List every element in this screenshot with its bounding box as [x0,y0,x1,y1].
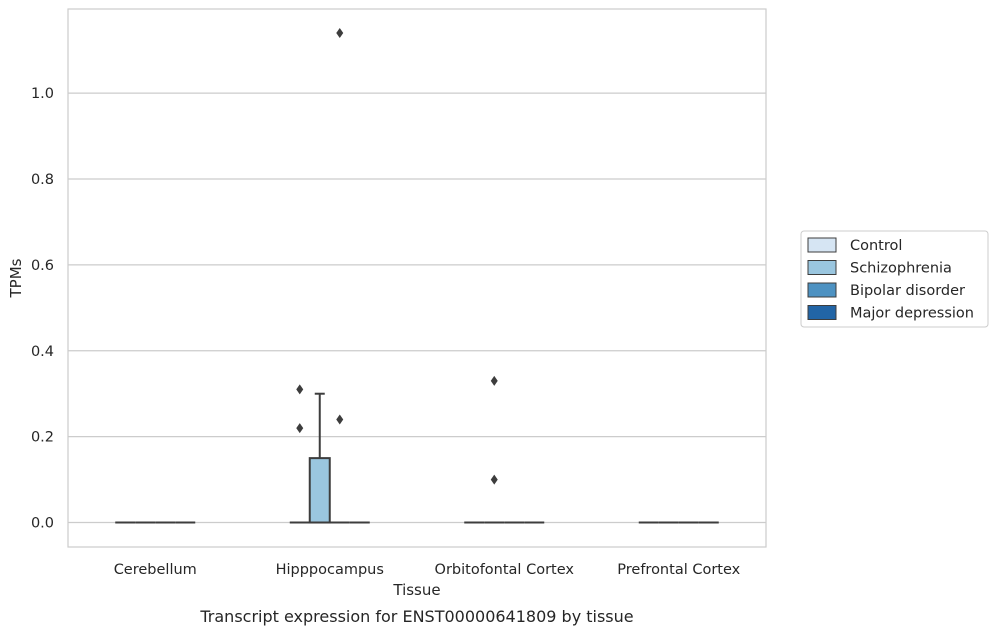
x-axis-label: Tissue [392,581,440,599]
legend: Control Schizophrenia Bipolar disorder Majo… [800,230,989,328]
outlier-point [296,384,304,395]
legend-swatch [807,237,837,253]
y-tick-label: 0.6 [31,258,54,274]
legend-swatch [807,260,837,275]
box-iqr [308,457,331,524]
box-control [289,384,310,524]
legend-label: Major depression [850,306,974,322]
box-series [115,28,719,524]
x-tick-label: Hipppocampus [276,562,384,578]
box-bipolar-disorder [329,28,350,524]
legend-frame [800,230,989,328]
box-schizophrenia [484,375,505,524]
outlier-point [336,414,344,425]
y-tick-label: 1.0 [31,86,54,102]
x-tick-label: Prefrontal Cortex [617,562,740,578]
legend-label: Bipolar disorder [850,283,965,299]
x-tick-label: Orbitofontal Cortex [435,562,575,578]
legend-label: Schizophrenia [850,261,952,277]
legend-swatch [807,282,837,298]
legend-swatch [807,305,837,320]
outlier-point [490,474,498,485]
chart-caption: Transcript expression for ENST0000064180… [199,607,633,626]
x-tick-labels: Cerebellum Hipppocampus Orbitofontal Corte… [114,562,741,578]
outlier-point [490,375,498,386]
y-tick-label: 0.8 [31,172,54,188]
y-axis-label: TPMs [7,258,25,298]
outlier-point [336,28,344,39]
y-tick-label: 0.2 [31,430,54,446]
legend-label: Control [850,238,902,254]
outlier-point [296,423,304,434]
y-tick-labels: 0.0 0.2 0.4 0.6 0.8 1.0 [31,86,54,531]
grid-lines [68,92,766,524]
box-schizophrenia [308,392,331,524]
y-tick-label: 0.4 [31,344,54,360]
plot-frame [67,8,767,548]
y-tick-label: 0.0 [31,516,54,532]
x-tick-label: Cerebellum [114,562,197,578]
